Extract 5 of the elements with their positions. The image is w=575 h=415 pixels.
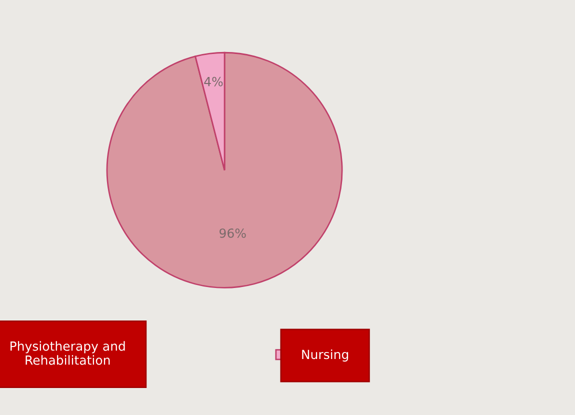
slice-label: Physiotherapy and Rehabilitation: [10, 341, 125, 365]
legend-label: Nursing: [302, 349, 348, 362]
pie-slice: [106, 52, 343, 288]
data-label: 4%: [204, 76, 223, 86]
data-label: 96%: [220, 228, 246, 238]
